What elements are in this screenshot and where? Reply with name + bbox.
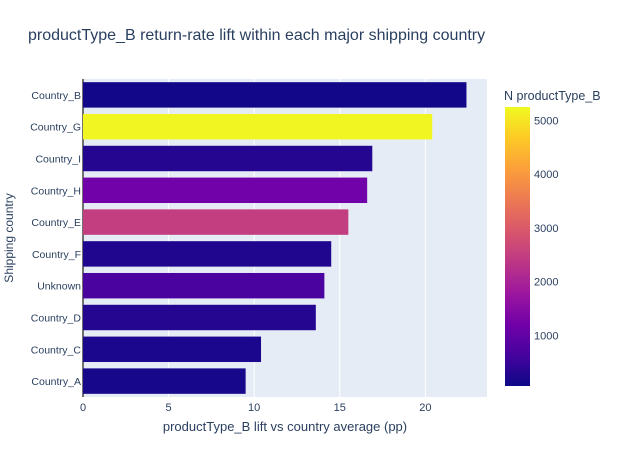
y-tick-label: Country_B [31,90,81,102]
y-tick-labels: Country_B Country_G Country_I Country_H Coun… [30,90,81,388]
y-tick-label: Country_G [30,122,81,134]
colorbar-tick-label: 4000 [534,169,558,181]
bar-country_e [83,209,349,235]
x-tick-label: 10 [248,402,260,414]
bar-country_d [83,304,316,331]
colorbar-ticks: 1000 2000 3000 4000 5000 [534,115,558,342]
y-tick-label: Country_D [31,313,82,325]
colorbar-tick-label: 1000 [534,330,558,342]
bar-country_h [83,177,368,204]
x-tick-label: 5 [166,402,172,414]
y-tick-label: Country_C [31,344,82,356]
y-tick-label: Country_F [32,249,81,261]
y-tick-label: Country_H [31,185,81,197]
x-tick-label: 0 [80,402,86,414]
bar-country_i [83,145,373,172]
y-tick-label: Country_I [35,154,81,166]
x-tick-label: 20 [419,402,431,414]
colorbar-tick-label: 5000 [534,115,558,127]
bar-unknown [83,272,325,299]
y-tick-label: Country_A [31,376,81,388]
chart-title: productType_B return-rate lift within ea… [28,27,485,44]
y-tick-label: Unknown [37,281,81,293]
bar-country_b [83,82,467,108]
y-tick-label: Country_E [31,217,81,229]
colorbar [505,107,530,386]
bar-country_f [83,241,332,267]
x-tick-label: 15 [334,402,346,414]
bar-country_g [83,113,433,140]
x-tick-labels: 0 5 10 15 20 [80,402,432,414]
colorbar-tick-label: 2000 [534,277,558,289]
x-axis-title: productType_B lift vs country average (p… [163,419,407,434]
colorbar-tick-label: 3000 [534,223,558,235]
colorbar-title: N productType_B [504,89,601,103]
y-axis-title: Shipping country [2,193,16,282]
bars [83,82,467,394]
bar-country_c [83,336,262,363]
bar-country_a [83,368,246,394]
